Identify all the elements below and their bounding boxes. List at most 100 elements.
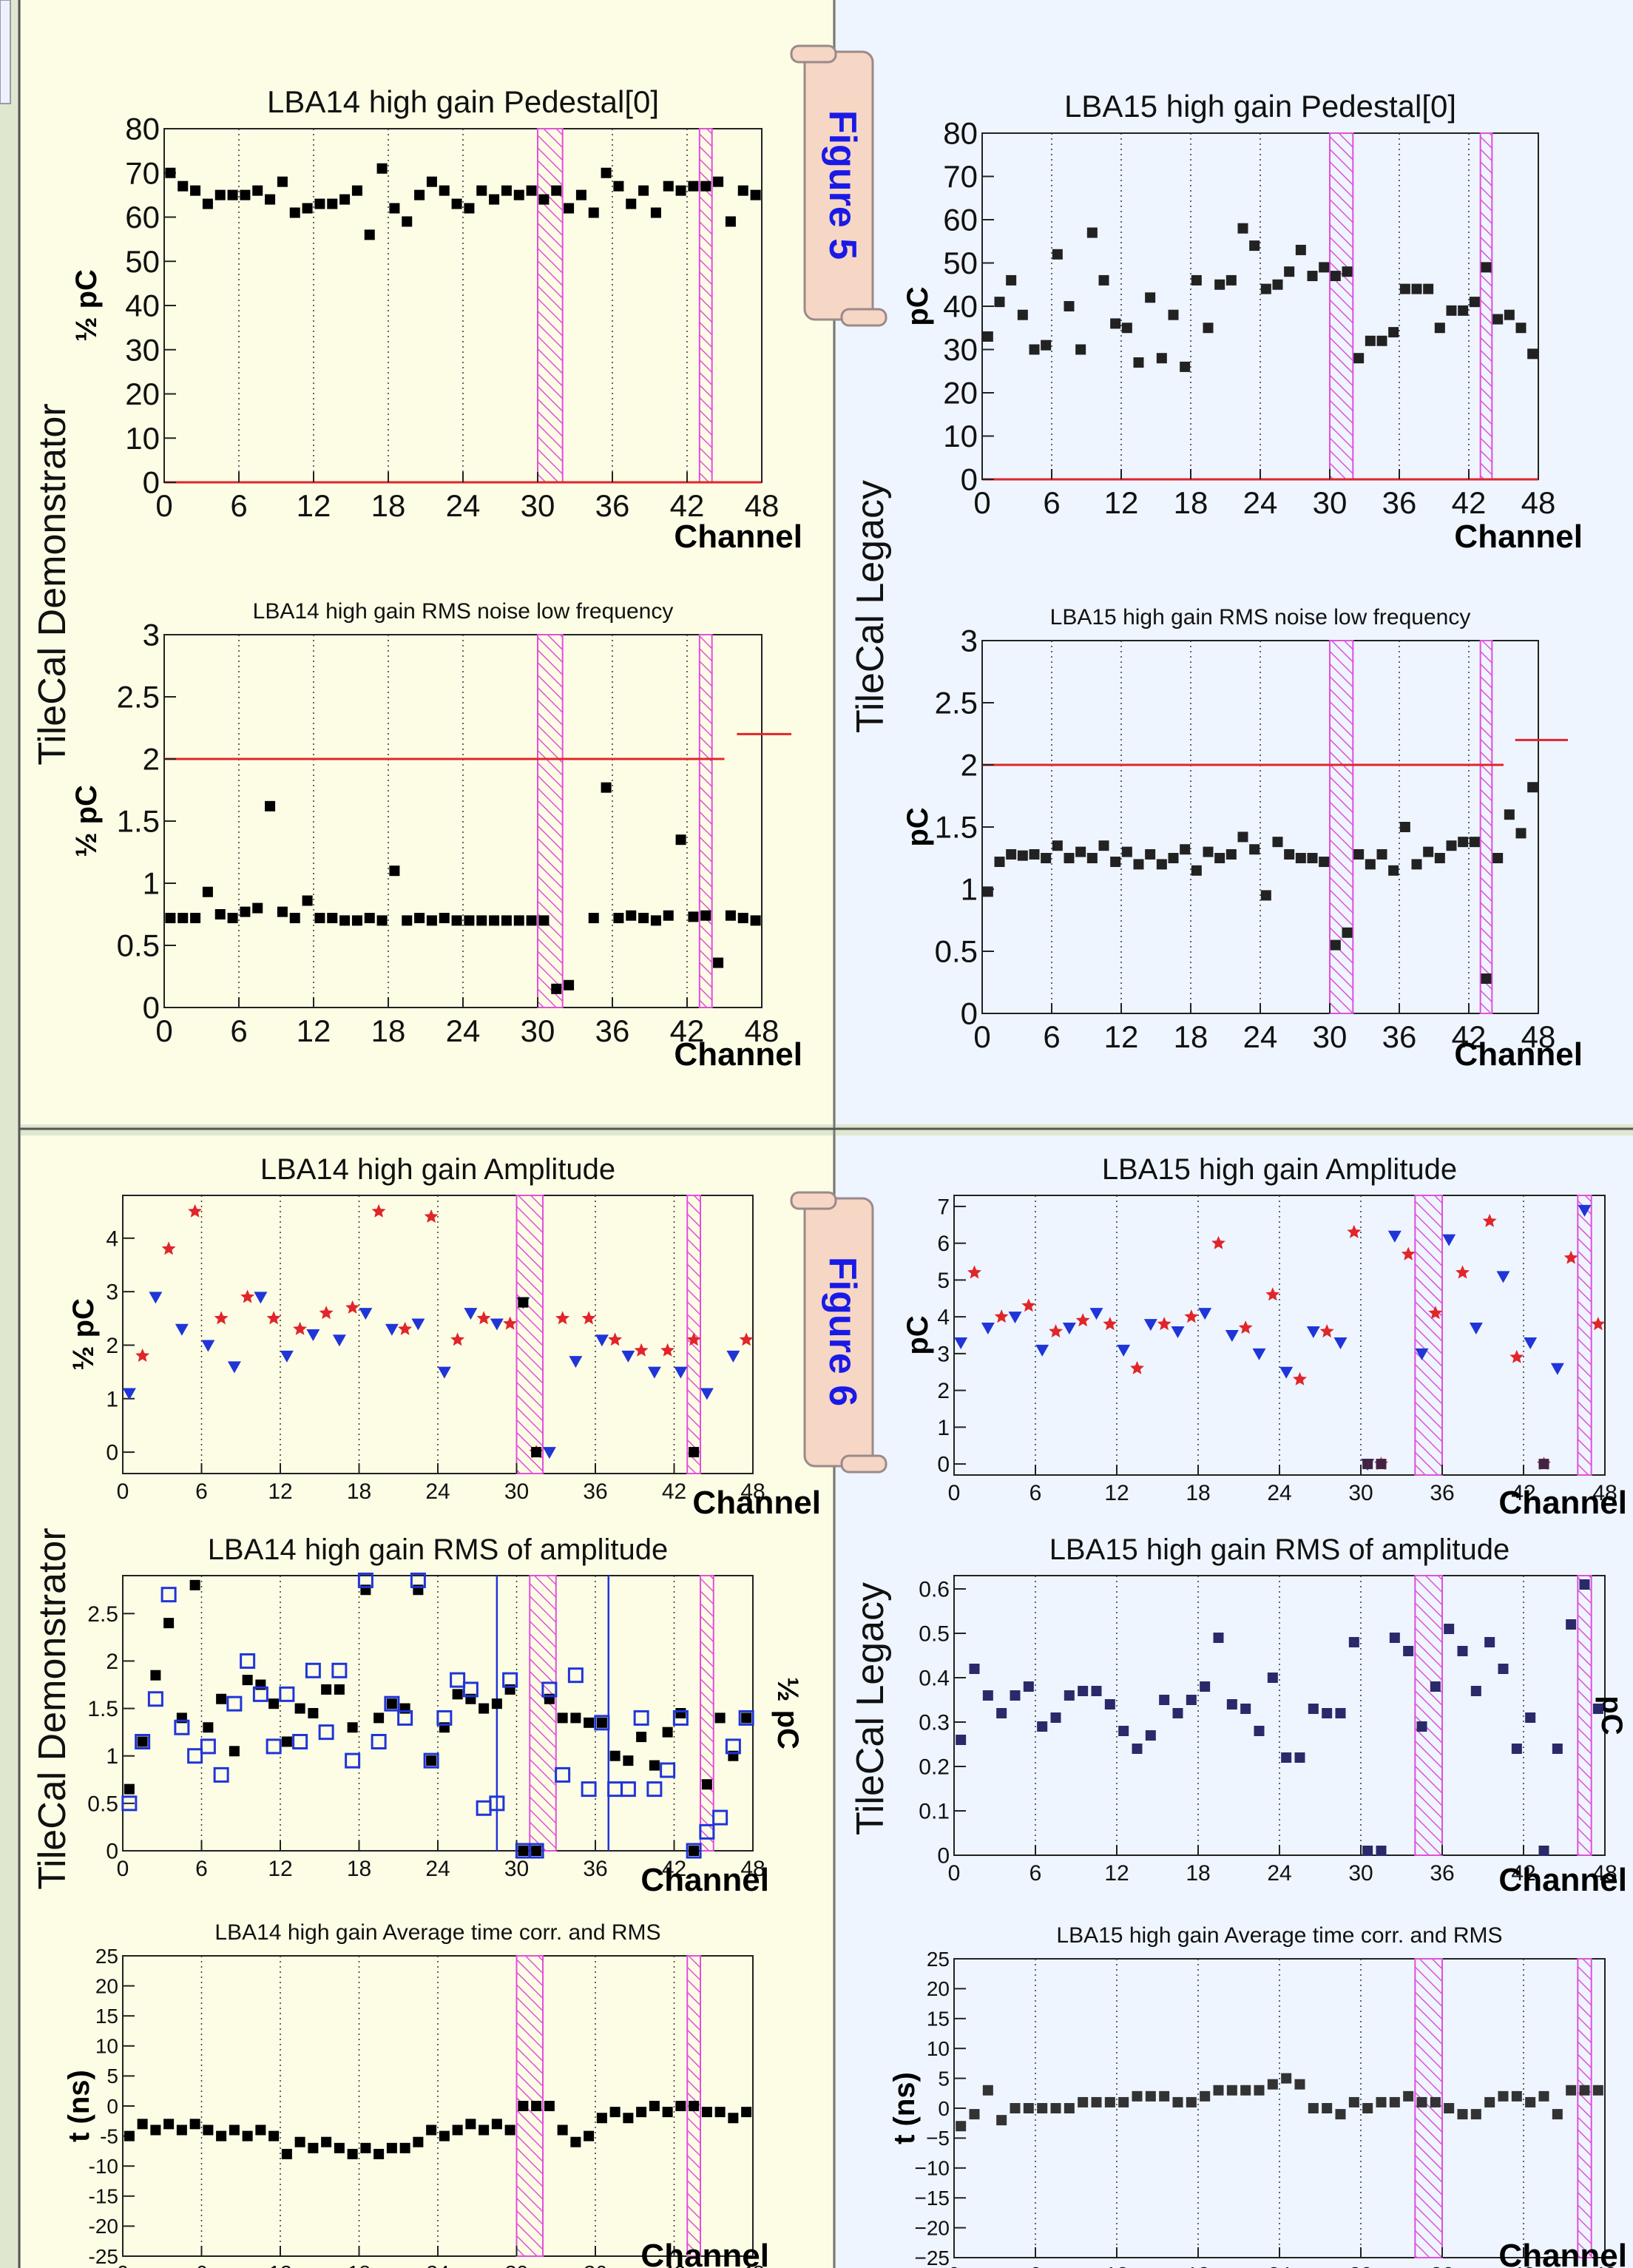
data-point xyxy=(331,1662,348,1678)
data-point xyxy=(1330,939,1341,951)
y-tick-label: 20 xyxy=(125,377,160,411)
data-point xyxy=(1279,1366,1294,1379)
data-point xyxy=(531,1846,542,1856)
excluded-band xyxy=(515,1195,544,1474)
data-point xyxy=(981,1323,995,1335)
data-point xyxy=(1132,1744,1143,1754)
data-point xyxy=(1511,1744,1522,1754)
data-point xyxy=(1322,2103,1333,2113)
y-tick-label: 70 xyxy=(125,155,160,190)
x-axis-label: Channel xyxy=(692,1485,821,1521)
data-point xyxy=(1117,1344,1131,1357)
data-point xyxy=(557,1712,568,1724)
data-point xyxy=(439,913,450,924)
x-tick-label: 42 xyxy=(662,1857,686,1881)
data-point xyxy=(1050,1712,1061,1723)
data-point xyxy=(386,1698,397,1710)
chart-title: LBA14 high gain Average time corr. and R… xyxy=(214,1920,660,1945)
excluded-band xyxy=(1329,132,1354,480)
data-point xyxy=(1538,1459,1549,1470)
x-tick-label: 48 xyxy=(740,1479,765,1504)
data-point xyxy=(213,1766,229,1783)
data-point xyxy=(649,1760,660,1771)
x-tick-label: 42 xyxy=(670,1013,705,1048)
data-point xyxy=(1249,844,1260,855)
y-tick-label: 4 xyxy=(937,1306,950,1330)
data-point xyxy=(476,915,487,926)
y-tick-label: -25 xyxy=(89,2245,118,2268)
x-tick-label: 24 xyxy=(446,488,481,523)
data-point xyxy=(1238,1320,1253,1334)
y-tick-label: 1 xyxy=(143,866,160,901)
data-point xyxy=(996,1708,1007,1718)
data-point xyxy=(1538,1846,1549,1856)
y-tick-label: 1 xyxy=(937,1416,950,1440)
y-tick-label: 0.5 xyxy=(935,934,978,969)
data-point xyxy=(1075,846,1086,857)
data-point xyxy=(314,913,325,924)
data-point xyxy=(969,2109,980,2120)
data-point xyxy=(1225,1330,1239,1342)
data-point xyxy=(1592,2085,1603,2096)
data-point xyxy=(1376,2096,1387,2107)
data-point xyxy=(725,1738,741,1755)
chart-title: LBA15 high gain Average time corr. and R… xyxy=(1056,1923,1502,1948)
data-point xyxy=(564,979,575,990)
data-point xyxy=(314,198,325,209)
y-tick-label: 40 xyxy=(943,289,978,324)
y-tick-label: 2 xyxy=(106,1650,118,1674)
x-tick-label: 36 xyxy=(595,1013,630,1048)
figure5-banner: Figure 5 xyxy=(790,44,888,327)
y-tick-label: 2.5 xyxy=(117,680,160,715)
data-point xyxy=(178,913,189,924)
x-tick-label: 48 xyxy=(1592,1481,1617,1505)
data-point xyxy=(426,2124,437,2136)
data-point xyxy=(150,1670,161,1681)
data-point xyxy=(701,1779,712,1790)
data-point xyxy=(1191,865,1202,876)
data-point xyxy=(165,167,176,178)
x-tick-label: 36 xyxy=(1382,1019,1417,1054)
x-tick-label: 6 xyxy=(1043,1019,1060,1054)
data-point xyxy=(451,198,462,209)
data-point xyxy=(240,1653,256,1669)
y-tick-label: 3 xyxy=(961,624,978,658)
y-axis-label: pC xyxy=(902,1315,934,1354)
x-tick-label: 24 xyxy=(1243,485,1278,520)
data-point xyxy=(242,2130,253,2142)
data-point xyxy=(688,911,699,922)
x-tick-label: 18 xyxy=(371,488,406,523)
data-point xyxy=(675,834,686,846)
legacy-label-bottom: TileCal Legacy xyxy=(849,1582,892,1835)
data-point xyxy=(994,857,1005,868)
x-tick-label: 24 xyxy=(426,2261,449,2268)
data-point xyxy=(623,2113,634,2124)
data-point xyxy=(364,229,375,240)
data-point xyxy=(613,180,624,192)
data-point xyxy=(1511,2090,1522,2102)
data-point xyxy=(214,909,226,919)
data-point xyxy=(1579,1579,1590,1590)
x-tick-label: 0 xyxy=(948,1861,961,1886)
data-point xyxy=(996,2115,1007,2126)
y-tick-label: 0.2 xyxy=(919,1755,950,1780)
data-point xyxy=(1237,223,1248,234)
data-point xyxy=(675,2101,686,2111)
x-tick-label: 18 xyxy=(348,2261,371,2268)
x-tick-label: 18 xyxy=(371,1013,406,1048)
data-point xyxy=(1133,859,1144,870)
data-point xyxy=(327,913,338,924)
data-point xyxy=(1376,1846,1387,1856)
data-point xyxy=(1098,274,1109,286)
data-point xyxy=(1203,846,1214,857)
data-point xyxy=(384,1695,400,1712)
data-point xyxy=(462,1681,479,1698)
x-tick-label: 36 xyxy=(583,1857,607,1881)
x-axis-label: Channel xyxy=(674,1036,802,1073)
x-tick-label: 48 xyxy=(745,488,780,523)
data-point xyxy=(601,167,612,178)
data-point xyxy=(584,2130,595,2142)
data-point xyxy=(175,1323,189,1336)
data-point xyxy=(982,2085,993,2096)
data-point xyxy=(994,1309,1009,1323)
